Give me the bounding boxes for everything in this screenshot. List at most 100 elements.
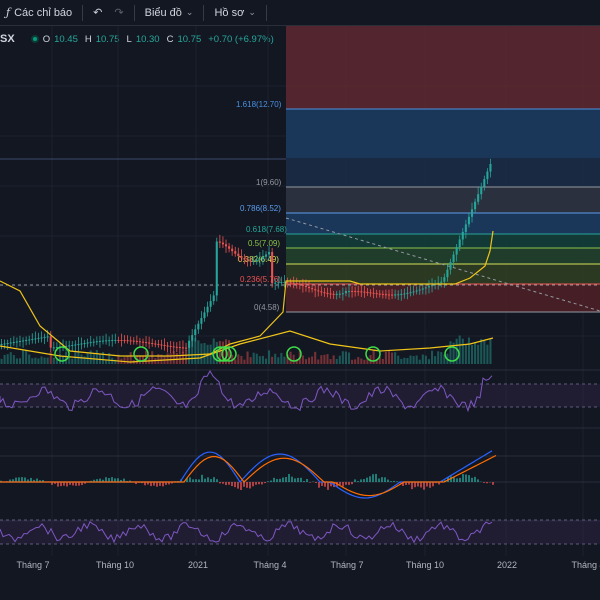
volume-bar [200,343,203,364]
macd-hist [255,482,257,485]
candle-body [108,340,111,342]
profile-menu-button[interactable]: Hồ sơ ⌄ [208,0,261,26]
volume-bar [314,351,317,364]
candle-body [22,340,25,342]
candle-body [397,294,400,296]
candle-body [252,260,255,262]
volume-bar [62,355,65,364]
candle-body [37,337,40,339]
volume-bar [437,351,440,364]
volume-bar [424,355,427,364]
macd-hist [366,477,368,482]
macd-hist [198,479,200,482]
candle-body [206,306,209,313]
volume-bar [289,351,292,364]
volume-bar [252,352,255,364]
candle-body [470,209,474,217]
macd-hist [165,482,167,485]
signal-marker [212,346,228,362]
macd-hist [240,482,242,490]
volume-bar [344,351,347,364]
macd-hist [189,477,191,482]
symbol-name[interactable]: SX [0,33,15,45]
volume-bar [95,350,98,364]
macd-hist [276,479,278,482]
macd-hist [405,482,407,486]
fib-label: 1(9.60) [256,178,282,187]
signal-marker [133,346,149,362]
volume-bar [360,358,363,364]
candle-body [443,277,446,282]
time-axis-label: Tháng 7 [330,560,364,570]
candle-body [129,340,132,342]
volume-bar [101,352,105,364]
macd-hist [486,482,488,484]
macd-hist [309,482,311,483]
indicators-button[interactable]: ƒ Các chỉ báo [0,0,78,26]
fib-zone [286,284,600,312]
macd-hist [57,482,59,487]
macd-hist [231,482,233,487]
chart-canvas[interactable]: 1.618(12.70) 1(9.60) 0.786(8.52) 0.618(7.68… [0,26,600,556]
volume-bar [166,353,169,364]
volume-bar [304,359,307,364]
volume-bar [369,355,372,364]
candle-body [18,340,22,342]
fib-zone [286,213,600,234]
candle-body [68,345,71,347]
volume-bar [351,359,354,364]
macd-hist [348,482,350,485]
volume-bar [203,342,206,364]
macd-hist [270,480,272,482]
volume-bar [129,352,132,364]
volume-bar [317,359,320,364]
candle-body [43,336,46,338]
macd-hist [0,480,2,482]
price-legend: SX O 10.45 H 10.75 L 10.30 C 10.75 +0.70 (+6… [0,31,277,47]
volume-bar [114,359,117,364]
volume-bar [258,356,261,364]
volume-bar [43,357,46,364]
macd-hist [24,477,26,482]
volume-bar [271,356,274,364]
redo-button[interactable]: ↷ [108,0,129,26]
top-toolbar: ƒ Các chỉ báo ↶ ↷ Biểu đồ ⌄ Hồ sơ ⌄ [0,0,600,26]
macd-hist [96,479,98,482]
volume-bar [34,357,37,364]
volume-bar [280,352,283,364]
change-value: +0.70 (+6.97%) [208,33,274,45]
candle-body [25,339,28,341]
candle-body [169,345,172,347]
candle-body [406,292,409,294]
rsi-line [0,369,493,413]
volume-bar [22,350,25,364]
macd-hist [108,478,110,482]
candle-body [314,289,317,291]
time-axis-label: 2022 [496,560,518,570]
volume-bar [347,352,351,364]
macd-hist [117,478,119,482]
volume-bar [378,356,381,364]
fib-label: 0.618(7.68) [246,225,287,234]
candle-body [258,258,261,260]
market-status-icon[interactable] [30,35,39,43]
candle-body [271,252,274,284]
ma-slow-line [0,330,494,363]
time-axis[interactable]: Tháng 7 Tháng 10 2021 Tháng 4 Tháng 7 Tháng 1… [0,556,600,578]
candle-body [120,340,123,342]
volume-bar [363,359,366,364]
undo-button[interactable]: ↶ [87,0,108,26]
candle-body [418,289,421,291]
candle-body [308,286,311,289]
macd-hist [384,477,386,482]
macd-hist [372,474,374,482]
candle-body [228,246,231,249]
chart-menu-button[interactable]: Biểu đồ ⌄ [139,0,200,26]
macd-hist [429,482,431,488]
candle-body [135,340,138,342]
candle-body [274,282,277,284]
macd-hist [54,482,56,484]
chevron-down-icon: ⌄ [185,7,194,17]
volume-bar [117,354,120,364]
candle-body [467,216,470,225]
